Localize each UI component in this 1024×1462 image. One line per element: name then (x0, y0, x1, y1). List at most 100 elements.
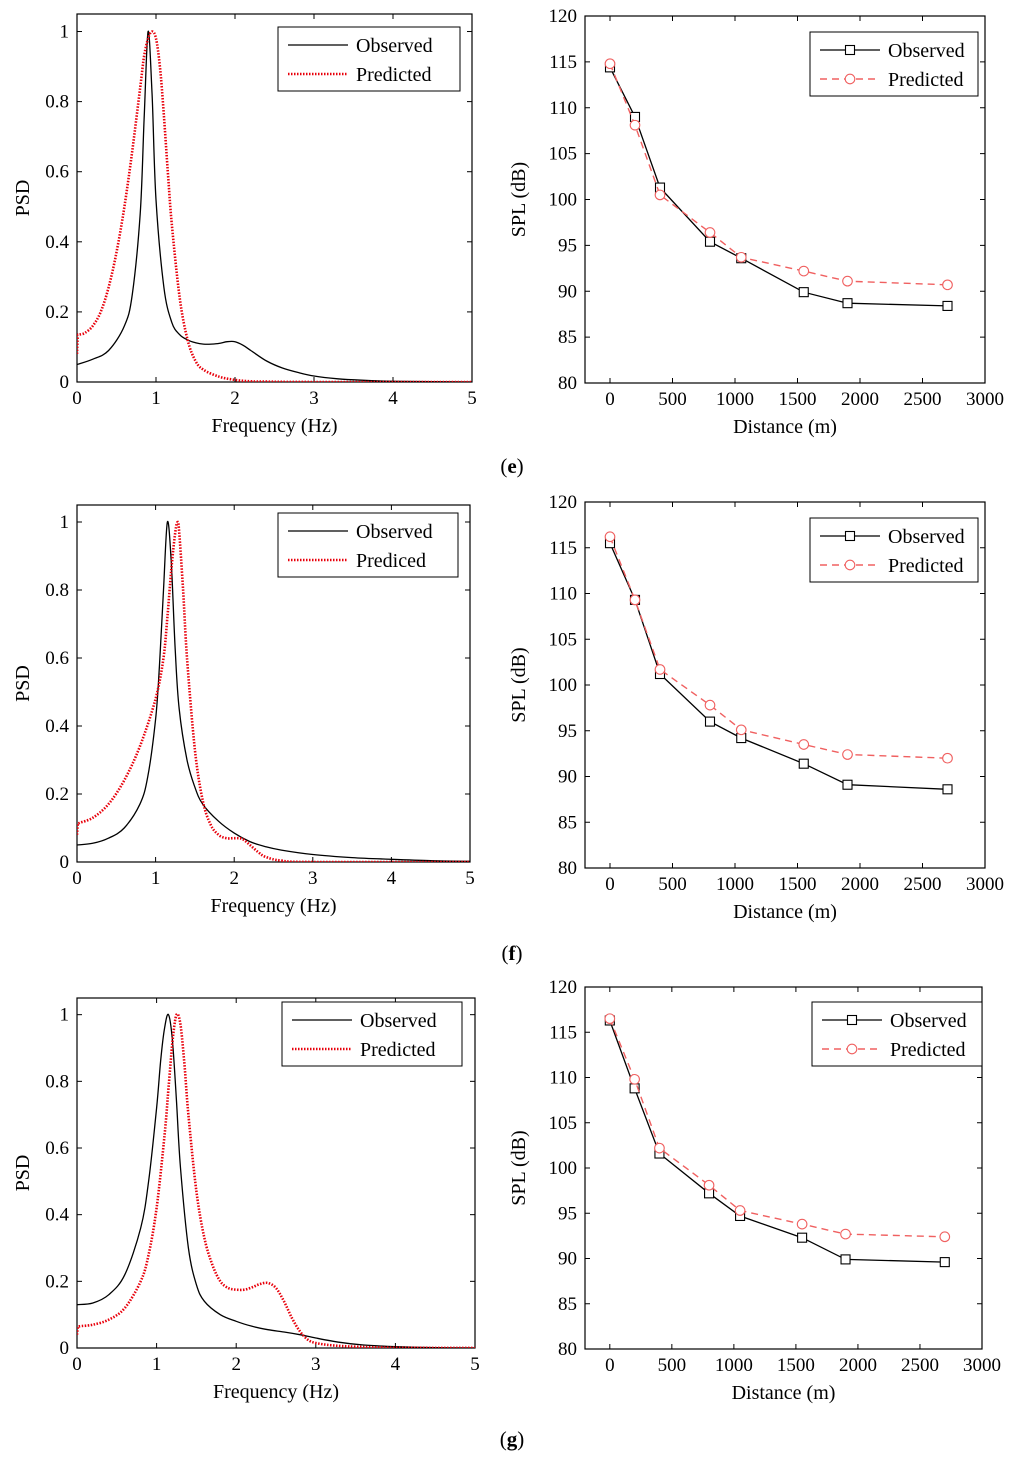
data-point-observed (939, 1257, 950, 1268)
x-tick-label: 3 (311, 1354, 321, 1375)
series-line-1 (77, 1013, 475, 1348)
x-tick-label: 2500 (904, 874, 942, 895)
series-line-1 (77, 520, 470, 862)
y-tick-label: 0.8 (45, 92, 69, 113)
legend-box (277, 512, 459, 578)
chart-1: 0 1 2 3 4 5 0 0.2 0.4 0.6 0.8 1 Frequency (Hz) PSD Obs… (12, 13, 477, 437)
x-tick-label: 3000 (966, 389, 1004, 410)
panel-label: (e) (500, 454, 523, 478)
x-tick-label: 2500 (904, 389, 942, 410)
x-tick-label: 1500 (777, 1355, 815, 1376)
chart-5: 0 1 2 3 4 5 0 0.2 0.4 0.6 0.8 1 Frequency (Hz) PSD Obs… (12, 997, 480, 1403)
legend-label-2: Prediced (356, 550, 426, 572)
chart-4: 0 500 1000 1500 2000 2500 3000 80 85 90 95 100 105 11… (508, 492, 1004, 923)
legend-box (281, 1001, 463, 1067)
legend-marker-square (844, 44, 856, 56)
data-point-predicted (654, 1142, 665, 1154)
y-tick-label: 85 (558, 812, 577, 833)
x-tick-label: 3000 (966, 874, 1004, 895)
x-tick-label: 0 (605, 1355, 615, 1376)
y-tick-label: 100 (549, 675, 578, 696)
x-axis-label: Distance (m) (733, 416, 837, 438)
y-tick-label: 0.4 (45, 1205, 69, 1226)
legend-label-2: Predicted (890, 1039, 966, 1061)
x-tick-label: 2 (231, 1354, 241, 1375)
y-tick-label: 105 (549, 629, 578, 650)
data-point-predicted (734, 1205, 746, 1216)
data-point-observed (942, 300, 953, 311)
x-axis-label: Distance (m) (732, 1382, 836, 1404)
x-tick-label: 4 (388, 388, 398, 409)
y-tick-label: 0.6 (45, 162, 69, 183)
data-point-observed (797, 1232, 808, 1243)
data-point-predicted (840, 1228, 851, 1240)
y-tick-label: 80 (558, 858, 577, 879)
legend-label-2: Predicted (888, 555, 964, 577)
y-tick-label: 120 (549, 492, 578, 513)
y-tick-label: 105 (549, 1113, 578, 1134)
x-tick-label: 4 (387, 868, 397, 889)
series-line-1 (77, 30, 472, 382)
legend-label-2: Predicted (356, 64, 432, 86)
y-tick-label: 110 (549, 1068, 577, 1089)
x-tick-label: 1000 (716, 874, 754, 895)
series-line-2 (609, 63, 948, 286)
y-tick-label: 0.6 (45, 648, 69, 669)
data-point-predicted (629, 119, 641, 131)
x-tick-label: 1000 (716, 389, 754, 410)
y-tick-label: 100 (549, 1158, 578, 1179)
data-point-observed (842, 298, 853, 309)
y-axis-label: SPL (dB) (508, 647, 530, 722)
y-tick-label: 0.6 (45, 1138, 69, 1159)
data-point-predicted (604, 531, 616, 543)
legend-box (277, 26, 461, 92)
x-tick-label: 0 (605, 874, 615, 895)
x-tick-label: 0 (72, 1354, 82, 1375)
y-tick-label: 80 (558, 373, 577, 394)
y-tick-label: 80 (558, 1339, 577, 1360)
y-tick-label: 0.8 (45, 1071, 69, 1092)
y-tick-label: 95 (558, 721, 577, 742)
data-point-predicted (604, 58, 616, 70)
x-tick-label: 5 (467, 388, 477, 409)
x-tick-label: 4 (391, 1354, 401, 1375)
legend-label-2: Predicted (360, 1039, 436, 1061)
data-point-observed (840, 1254, 851, 1265)
data-point-predicted (735, 724, 747, 736)
x-tick-label: 1500 (779, 874, 817, 895)
plot-frame (76, 997, 476, 1349)
x-tick-label: 2000 (841, 874, 879, 895)
data-point-predicted (704, 227, 716, 238)
x-tick-label: 5 (465, 868, 475, 889)
legend-marker-square (844, 530, 856, 542)
x-axis-label: Frequency (Hz) (210, 895, 336, 917)
y-tick-label: 110 (549, 584, 577, 605)
series-line-2 (77, 1012, 475, 1348)
x-tick-label: 1 (151, 388, 161, 409)
y-tick-label: 0.8 (45, 580, 69, 601)
x-tick-label: 3 (309, 388, 319, 409)
y-axis-label: SPL (dB) (508, 162, 530, 237)
x-tick-label: 0 (72, 388, 82, 409)
x-axis-label: Frequency (Hz) (211, 415, 337, 437)
y-tick-label: 95 (558, 235, 577, 256)
y-tick-label: 90 (558, 767, 577, 788)
x-tick-label: 2000 (841, 389, 879, 410)
data-point-observed (704, 716, 716, 727)
x-tick-label: 1000 (715, 1355, 753, 1376)
legend-marker-square (846, 1014, 858, 1026)
y-axis-label: PSD (12, 665, 34, 702)
y-tick-label: 1 (60, 512, 70, 533)
data-point-predicted (942, 752, 953, 764)
data-point-predicted (654, 189, 666, 201)
legend-marker-circle (846, 1043, 858, 1055)
y-tick-label: 115 (549, 52, 577, 73)
y-tick-label: 115 (549, 538, 577, 559)
x-tick-label: 2 (229, 868, 239, 889)
data-point-predicted (796, 1218, 808, 1230)
series-line-2 (609, 1018, 945, 1238)
data-point-predicted (942, 279, 953, 291)
legend-label-1: Observed (356, 35, 433, 57)
data-point-observed (798, 758, 809, 769)
